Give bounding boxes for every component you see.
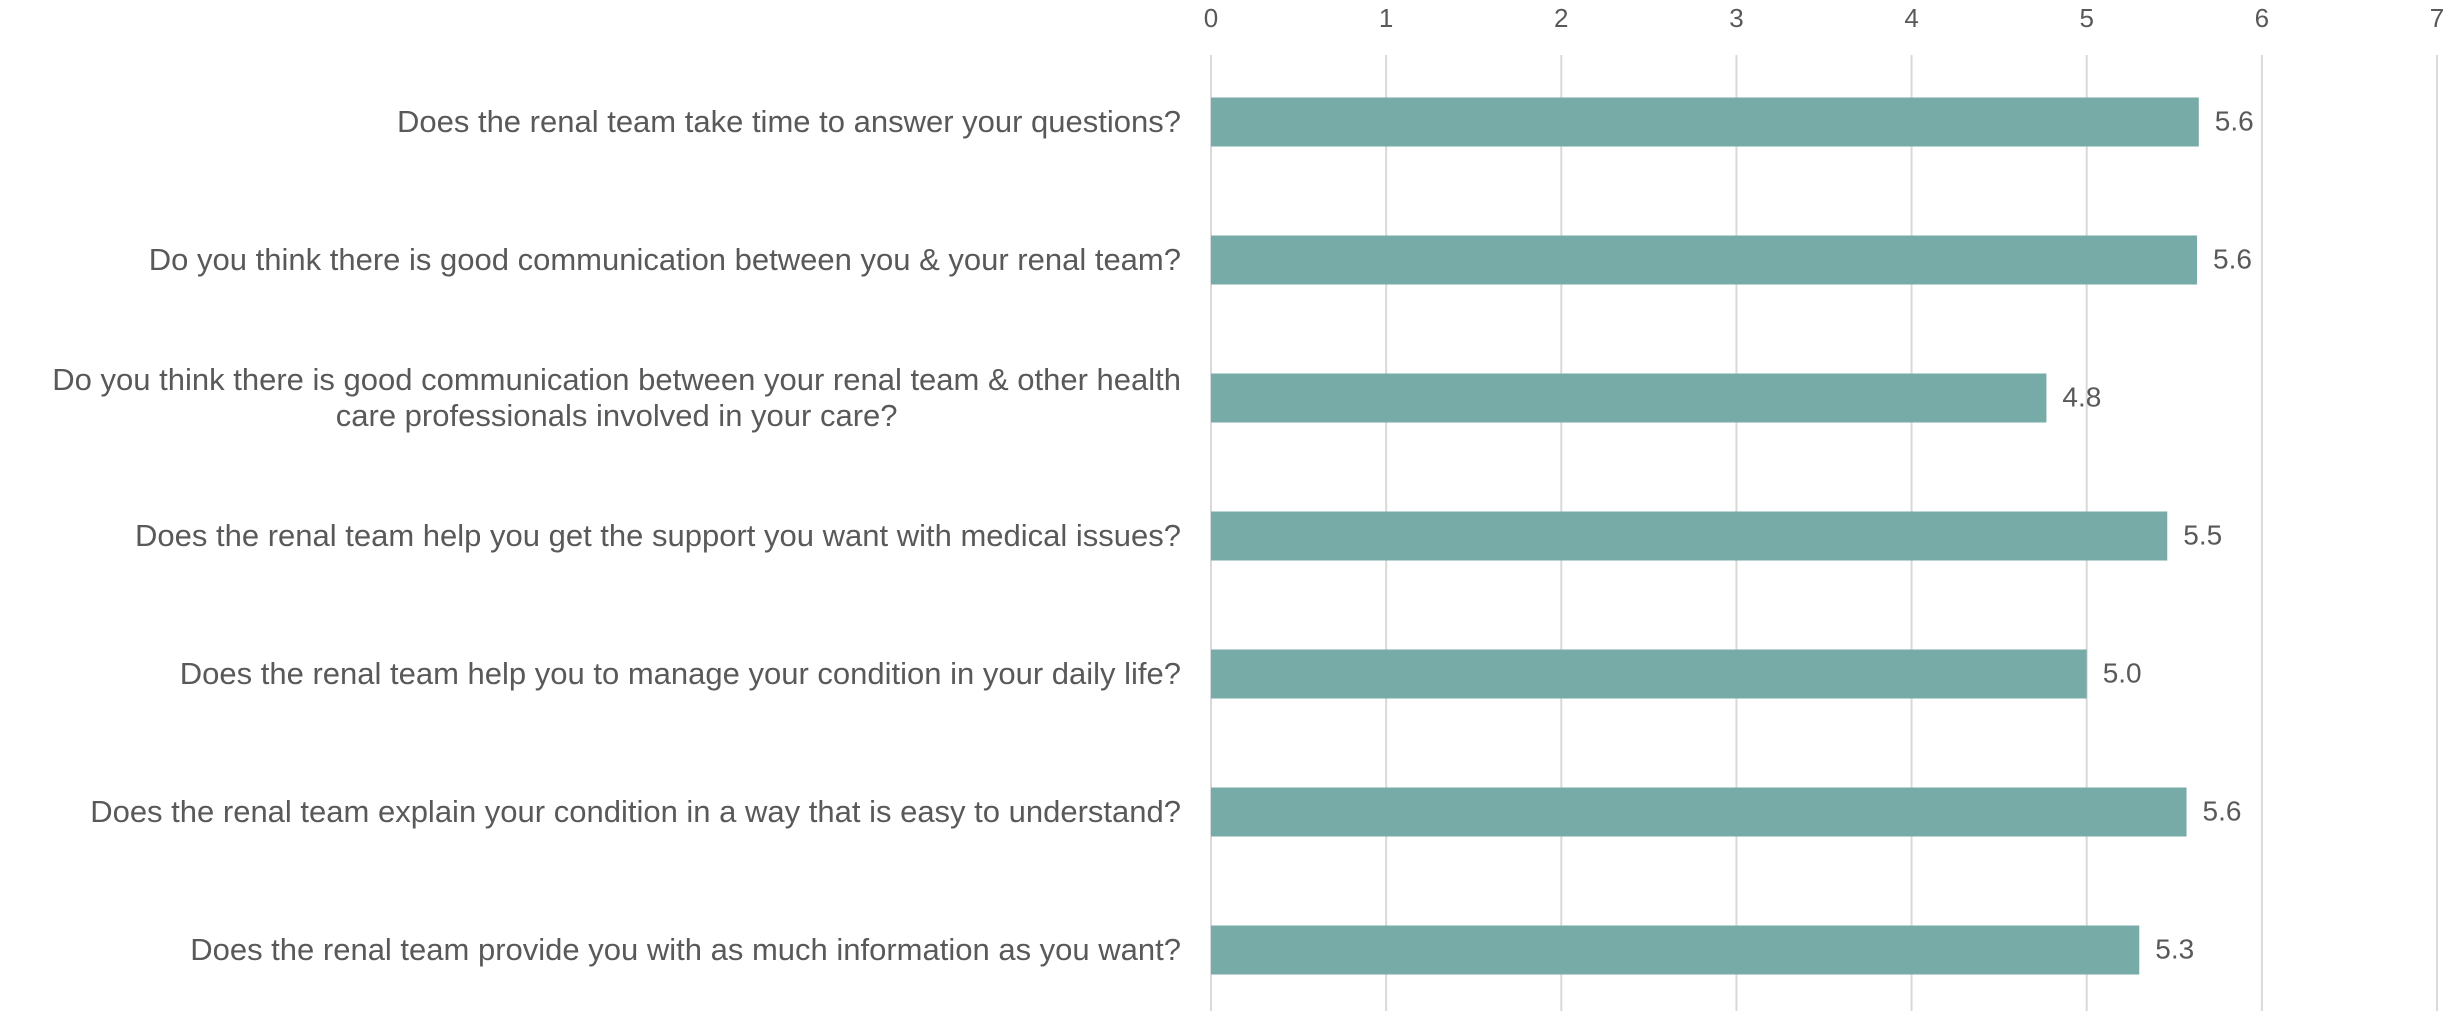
x-tick-label: 7 <box>2430 3 2444 33</box>
x-tick-label: 3 <box>1729 3 1743 33</box>
category-text: Does the renal team help you to manage y… <box>179 656 1181 691</box>
bar <box>1211 649 2087 699</box>
data-label: 5.6 <box>2215 105 2254 136</box>
data-label: 5.6 <box>2203 795 2242 826</box>
category-label: Do you think there is good communication… <box>0 242 1181 278</box>
bar <box>1211 511 2168 561</box>
category-label: Does the renal team take time to answer … <box>0 104 1181 140</box>
category-label: Does the renal team explain your conditi… <box>0 794 1181 830</box>
category-text: Do you think there is good communication… <box>52 362 1181 433</box>
bar <box>1211 235 2198 285</box>
category-text: Does the renal team take time to answer … <box>396 104 1181 139</box>
x-tick-label: 1 <box>1379 3 1393 33</box>
category-text: Does the renal team explain your conditi… <box>90 794 1181 829</box>
category-label: Does the renal team help you to manage y… <box>0 656 1181 692</box>
category-label: Does the renal team help you get the sup… <box>0 518 1181 554</box>
bar <box>1211 787 2187 837</box>
category-text: Does the renal team provide you with as … <box>190 932 1181 967</box>
x-tick-label: 2 <box>1554 3 1568 33</box>
bar <box>1211 97 2199 147</box>
category-label: Does the renal team provide you with as … <box>0 932 1181 968</box>
data-label: 5.0 <box>2103 657 2142 688</box>
data-label: 4.8 <box>2062 381 2101 412</box>
category-label: Do you think there is good communication… <box>0 362 1181 434</box>
x-tick-label: 0 <box>1204 3 1218 33</box>
bar <box>1211 373 2047 423</box>
data-label: 5.5 <box>2183 519 2222 550</box>
category-text: Does the renal team help you get the sup… <box>135 518 1181 553</box>
data-label: 5.6 <box>2213 243 2252 274</box>
bar <box>1211 925 2140 975</box>
x-tick-label: 6 <box>2255 3 2269 33</box>
x-tick-label: 4 <box>1904 3 1918 33</box>
x-tick-label: 5 <box>2079 3 2093 33</box>
category-text: Do you think there is good communication… <box>148 242 1181 277</box>
data-label: 5.3 <box>2155 933 2194 964</box>
